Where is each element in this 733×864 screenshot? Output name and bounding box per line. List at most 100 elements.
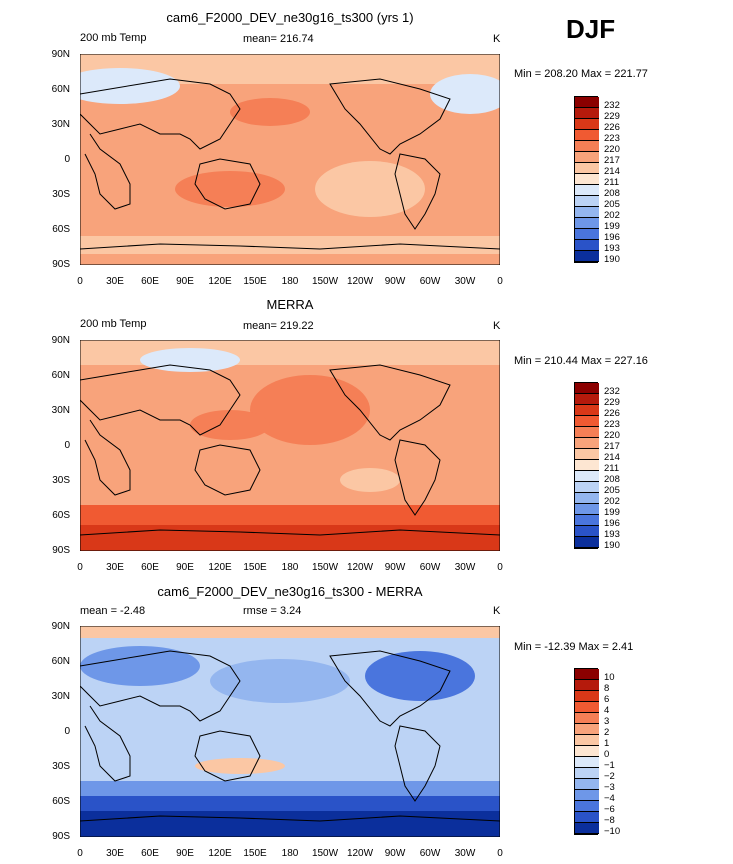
colorbar-swatch xyxy=(575,438,599,449)
lon-tick: 90E xyxy=(176,848,194,859)
panel-title: cam6_F2000_DEV_ne30g16_ts300 - MERRA xyxy=(157,584,423,599)
colorbar-swatches xyxy=(574,668,599,835)
coastlines xyxy=(80,650,500,822)
lon-tick: 150W xyxy=(311,848,339,859)
colorbar-label: 193 xyxy=(604,529,620,540)
panel-minmax: Min = 208.20 Max = 221.77 xyxy=(514,68,648,80)
colorbar-label: 196 xyxy=(604,518,620,529)
colorbar-label: −6 xyxy=(604,804,615,815)
lat-tick: 30S xyxy=(52,189,70,200)
colorbar-swatch xyxy=(575,823,599,834)
lon-tick: 90E xyxy=(176,276,194,287)
colorbar-swatch xyxy=(575,405,599,416)
colorbar-swatch xyxy=(575,702,599,713)
colorbar-label: 226 xyxy=(604,408,620,419)
colorbar-label: 190 xyxy=(604,540,620,551)
colorbar-swatch xyxy=(575,779,599,790)
colorbar-swatches xyxy=(574,96,599,263)
lat-tick: 90S xyxy=(52,831,70,842)
colorbar-swatch xyxy=(575,218,599,229)
map-cool-region xyxy=(365,651,475,701)
lat-tick: 90N xyxy=(51,621,70,632)
colorbar-swatch xyxy=(575,735,599,746)
lat-tick: 30S xyxy=(52,475,70,486)
panel-rmse-label: rmse = 3.24 xyxy=(243,605,302,617)
panel-left-label: 200 mb Temp xyxy=(80,318,147,330)
map-southern-band xyxy=(80,796,500,811)
colorbar-swatch xyxy=(575,141,599,152)
colorbar-label: 229 xyxy=(604,111,620,122)
colorbar-label: 199 xyxy=(604,507,620,518)
lat-tick: 30N xyxy=(51,691,70,702)
colorbar-label: 223 xyxy=(604,133,620,144)
lat-tick: 60S xyxy=(52,224,70,235)
colorbar-label: 214 xyxy=(604,166,620,177)
colorbar-label: 0 xyxy=(604,749,610,760)
colorbar-label: 232 xyxy=(604,386,620,397)
colorbar-swatch xyxy=(575,130,599,141)
colorbar-swatch xyxy=(575,504,599,515)
colorbar-swatch xyxy=(575,207,599,218)
lon-tick: 60W xyxy=(419,562,441,573)
colorbar-label: 2 xyxy=(604,727,610,738)
lon-tick: 0 xyxy=(497,276,503,287)
lon-tick: 120E xyxy=(208,276,232,287)
map-warm-region xyxy=(195,758,285,774)
coastlines xyxy=(80,78,500,250)
colorbar-swatch xyxy=(575,801,599,812)
map-model xyxy=(80,54,500,265)
colorbar-swatch xyxy=(575,119,599,130)
colorbar-model xyxy=(574,96,599,263)
colorbar-swatch xyxy=(575,174,599,185)
lon-tick: 30E xyxy=(106,276,124,287)
lon-tick: 30E xyxy=(106,848,124,859)
colorbar-label: 202 xyxy=(604,210,620,221)
lat-tick: 90S xyxy=(52,545,70,556)
lon-tick: 60E xyxy=(141,276,159,287)
map-polar-band xyxy=(80,811,500,837)
lat-tick: 90N xyxy=(51,335,70,346)
lon-tick: 30W xyxy=(454,276,476,287)
lon-tick: 90W xyxy=(384,848,406,859)
colorbar-label: 190 xyxy=(604,254,620,265)
lat-tick: 30N xyxy=(51,405,70,416)
lon-tick: 0 xyxy=(77,562,83,573)
colorbar-label: 226 xyxy=(604,122,620,133)
lon-tick: 90W xyxy=(384,276,406,287)
panel-minmax: Min = 210.44 Max = 227.16 xyxy=(514,355,648,367)
colorbar-swatch xyxy=(575,724,599,735)
colorbar-label: 217 xyxy=(604,441,620,452)
lon-tick: 150W xyxy=(311,562,339,573)
lat-tick: 60S xyxy=(52,796,70,807)
colorbar-swatch xyxy=(575,152,599,163)
colorbar-label: −2 xyxy=(604,771,615,782)
lat-tick: 60N xyxy=(51,84,70,95)
colorbar-swatch xyxy=(575,196,599,207)
lat-tick: 90N xyxy=(51,49,70,60)
lat-tick: 0 xyxy=(64,440,70,451)
lon-tick: 150W xyxy=(311,276,339,287)
map-arctic-band xyxy=(80,626,500,638)
colorbar-swatches xyxy=(574,382,599,549)
colorbar-label: 10 xyxy=(604,672,615,683)
colorbar-label: 211 xyxy=(604,463,620,474)
panel-title: cam6_F2000_DEV_ne30g16_ts300 (yrs 1) xyxy=(166,10,414,25)
colorbar-swatch xyxy=(575,537,599,548)
colorbar-label: 6 xyxy=(604,694,610,705)
colorbar-label: 220 xyxy=(604,144,620,155)
colorbar-swatch xyxy=(575,97,599,108)
colorbar-label: 229 xyxy=(604,397,620,408)
colorbar-swatch xyxy=(575,768,599,779)
colorbar-swatch xyxy=(575,669,599,680)
lat-tick: 90S xyxy=(52,259,70,270)
colorbar-label: 211 xyxy=(604,177,620,188)
colorbar-label: −10 xyxy=(604,826,621,837)
lat-tick: 30N xyxy=(51,119,70,130)
colorbar-swatch xyxy=(575,163,599,174)
colorbar-label: 196 xyxy=(604,232,620,243)
colorbar-swatch xyxy=(575,108,599,119)
colorbar-label: 232 xyxy=(604,100,620,111)
panel-minmax: Min = -12.39 Max = 2.41 xyxy=(514,641,634,653)
lon-tick: 0 xyxy=(77,848,83,859)
colorbar-swatch xyxy=(575,757,599,768)
